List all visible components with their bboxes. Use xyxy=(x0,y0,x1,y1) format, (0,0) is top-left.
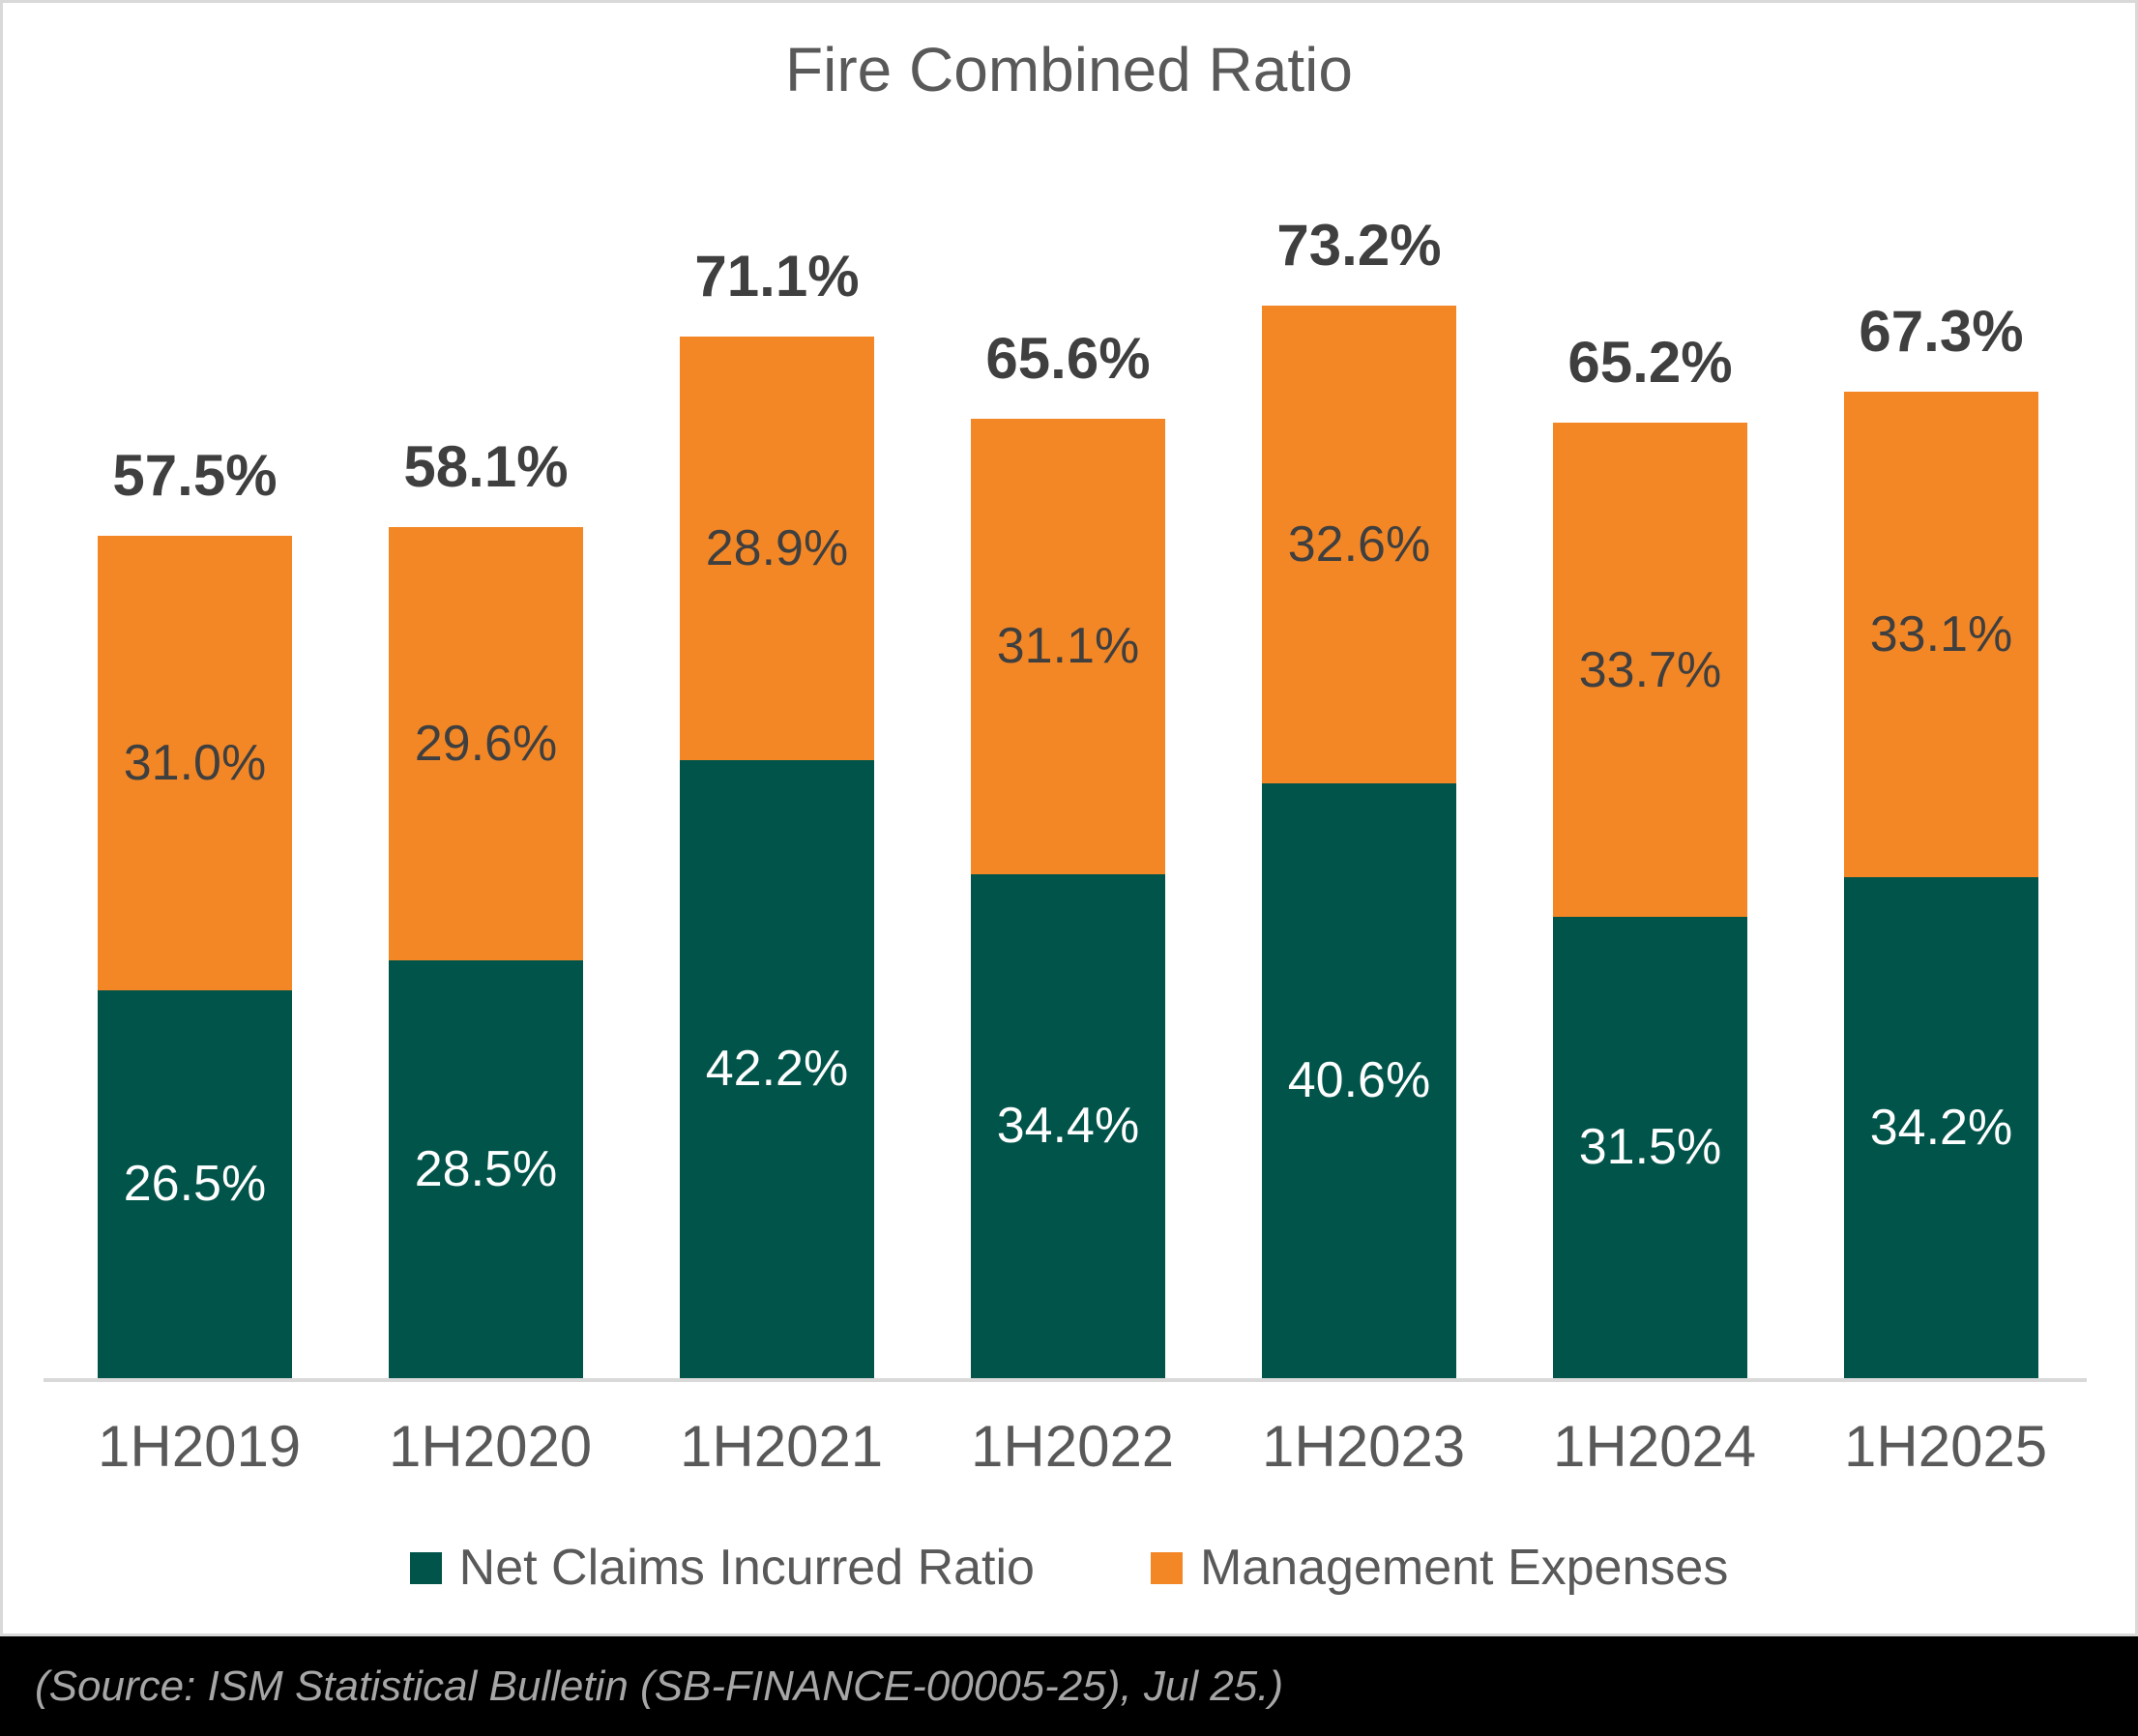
bar-column-1H2024: 65.2% 33.7% 31.5% xyxy=(1553,329,1747,1378)
segment-management-expenses-1H2019: 31.0% xyxy=(98,535,292,990)
bars-row: 57.5% 31.0% 26.5% 58.1% 29.6% 28.5% 71.1% 28.9%… xyxy=(98,3,2038,1378)
legend-label: Net Claims Incurred Ratio xyxy=(458,1540,1035,1596)
total-label-1H2024: 65.2% xyxy=(1567,330,1733,396)
x-axis-line xyxy=(44,1378,2087,1382)
legend: Net Claims Incurred Ratio Management Expe… xyxy=(3,1539,2135,1597)
segment-management-expenses-1H2022: 31.1% xyxy=(971,418,1165,874)
legend-item-net-claims-incurred-ratio: Net Claims Incurred Ratio xyxy=(409,1539,1035,1597)
management-expenses-value-label: 33.7% xyxy=(1578,641,1722,698)
bar-column-1H2021: 71.1% 28.9% 42.2% xyxy=(680,243,874,1378)
source-caption-bar: (Source: ISM Statistical Bulletin (SB-FI… xyxy=(0,1636,2138,1736)
total-label-1H2020: 58.1% xyxy=(403,433,569,499)
net-claims-value-label: 34.2% xyxy=(1869,1099,2013,1156)
chart-area: Fire Combined Ratio 57.5% 31.0% 26.5% 58.1%… xyxy=(0,0,2138,1636)
x-axis-label-1H2020: 1H2020 xyxy=(389,1414,593,1479)
segment-net-claims-1H2021: 42.2% xyxy=(680,759,874,1378)
total-label-1H2021: 71.1% xyxy=(694,243,860,309)
bar-column-1H2020: 58.1% 29.6% 28.5% xyxy=(389,433,583,1378)
bar-column-1H2025: 67.3% 33.1% 34.2% xyxy=(1844,298,2038,1378)
x-axis-label-1H2019: 1H2019 xyxy=(98,1414,302,1479)
management-expenses-value-label: 29.6% xyxy=(414,716,558,773)
total-label-1H2022: 65.6% xyxy=(985,325,1151,391)
plot-area: 57.5% 31.0% 26.5% 58.1% 29.6% 28.5% 71.1% 28.9%… xyxy=(3,3,2135,1382)
net-claims-value-label: 28.5% xyxy=(414,1141,558,1198)
segment-management-expenses-1H2021: 28.9% xyxy=(680,336,874,760)
management-expenses-value-label: 28.9% xyxy=(705,519,849,576)
segment-net-claims-1H2023: 40.6% xyxy=(1262,782,1456,1378)
bar-column-1H2022: 65.6% 31.1% 34.4% xyxy=(971,325,1165,1378)
total-label-1H2019: 57.5% xyxy=(112,442,278,508)
segment-management-expenses-1H2020: 29.6% xyxy=(389,526,583,961)
net-claims-value-label: 31.5% xyxy=(1578,1119,1722,1176)
net-claims-value-label: 34.4% xyxy=(996,1098,1140,1155)
net-claims-value-label: 40.6% xyxy=(1287,1052,1431,1109)
total-label-1H2023: 73.2% xyxy=(1276,213,1442,279)
x-axis-label-1H2023: 1H2023 xyxy=(1262,1414,1466,1479)
management-expenses-value-label: 31.1% xyxy=(996,618,1140,675)
management-expenses-value-label: 33.1% xyxy=(1869,606,2013,663)
x-axis-label-1H2025: 1H2025 xyxy=(1844,1414,2048,1479)
segment-net-claims-1H2022: 34.4% xyxy=(971,873,1165,1378)
segment-net-claims-1H2019: 26.5% xyxy=(98,989,292,1378)
legend-item-management-expenses: Management Expenses xyxy=(1150,1539,1729,1597)
segment-net-claims-1H2025: 34.2% xyxy=(1844,876,2038,1378)
segment-management-expenses-1H2023: 32.6% xyxy=(1262,306,1456,783)
management-expenses-value-label: 32.6% xyxy=(1287,515,1431,573)
legend-swatch-icon xyxy=(409,1551,442,1584)
legend-label: Management Expenses xyxy=(1199,1540,1729,1596)
segment-net-claims-1H2024: 31.5% xyxy=(1553,916,1747,1378)
segment-management-expenses-1H2025: 33.1% xyxy=(1844,392,2038,877)
source-note: (Source: ISM Statistical Bulletin (SB-FI… xyxy=(35,1662,1284,1710)
management-expenses-value-label: 31.0% xyxy=(123,734,267,791)
x-axis-label-1H2024: 1H2024 xyxy=(1553,1414,1757,1479)
x-axis-label-1H2021: 1H2021 xyxy=(680,1414,884,1479)
x-axis-label-1H2022: 1H2022 xyxy=(971,1414,1175,1479)
x-axis-labels: 1H2019 1H2020 1H2021 1H2022 1H2023 1H2024 1H20… xyxy=(98,1413,2048,1480)
segment-management-expenses-1H2024: 33.7% xyxy=(1553,423,1747,917)
bar-column-1H2023: 73.2% 32.6% 40.6% xyxy=(1262,212,1456,1378)
chart-title: Fire Combined Ratio xyxy=(785,35,1353,104)
net-claims-value-label: 26.5% xyxy=(123,1156,267,1213)
legend-swatch-icon xyxy=(1150,1551,1183,1584)
total-label-1H2025: 67.3% xyxy=(1859,299,2024,365)
bar-column-1H2019: 57.5% 31.0% 26.5% xyxy=(98,442,292,1378)
segment-net-claims-1H2020: 28.5% xyxy=(389,960,583,1378)
net-claims-value-label: 42.2% xyxy=(705,1041,849,1098)
